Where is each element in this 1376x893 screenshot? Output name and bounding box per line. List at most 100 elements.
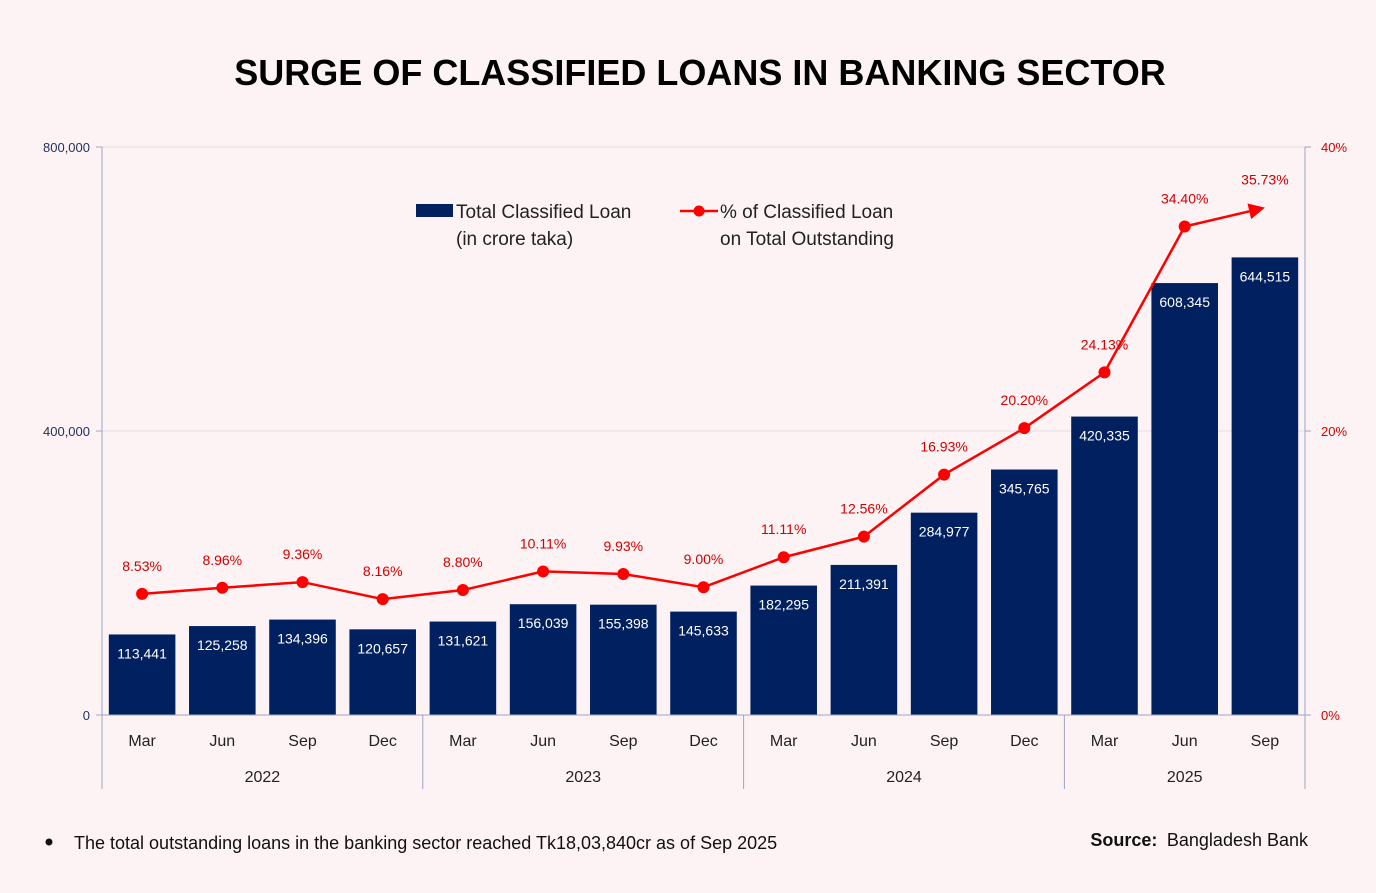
y-right-tick-label-2: 40% (1321, 140, 1347, 155)
x-group-label-0: 2022 (245, 769, 281, 786)
bar-14 (1231, 257, 1299, 715)
pct-value-label-1: 8.96% (202, 552, 242, 568)
pct-point-4 (456, 584, 469, 597)
bar-8 (750, 585, 817, 715)
pct-point-7 (697, 581, 710, 594)
source-label: Source: (1090, 830, 1157, 850)
pct-point-12 (1098, 366, 1111, 379)
bar-9 (830, 564, 898, 715)
source-line: Source: Bangladesh Bank (1090, 830, 1309, 850)
bar-value-label-2: 134,396 (277, 631, 328, 647)
bar-value-label-13: 608,345 (1159, 294, 1210, 310)
pct-point-0 (136, 587, 149, 600)
x-category-label-13: Jun (1172, 733, 1198, 750)
bar-value-label-6: 155,398 (598, 616, 649, 632)
bar-value-label-0: 113,441 (117, 645, 167, 661)
x-category-label-4: Mar (449, 733, 477, 750)
pct-arrowhead (1247, 203, 1265, 220)
x-category-label-8: Mar (770, 733, 798, 750)
source-text: Bangladesh Bank (1167, 830, 1309, 850)
y-left-tick-label-1: 400,000 (43, 424, 90, 439)
bar-7 (670, 611, 737, 715)
x-category-label-0: Mar (128, 733, 156, 750)
footnote-text: The total outstanding loans in the banki… (74, 833, 777, 853)
x-category-label-6: Sep (609, 733, 638, 750)
bar-2 (269, 619, 336, 715)
pct-point-10 (938, 468, 951, 481)
bar-0 (108, 634, 176, 715)
pct-point-13 (1178, 220, 1191, 233)
x-category-label-10: Sep (930, 733, 959, 750)
x-category-label-7: Dec (689, 733, 717, 750)
axis-layer: 0 400,000 800,000 0% 20% 40% Mar Jun Sep Dec Mar Ju… (43, 140, 1347, 789)
bar-value-label-7: 145,633 (678, 623, 729, 639)
bars-layer: 113,441 125,258 134,396 120,657 131,621 156,0… (108, 257, 1299, 715)
legend-bar-label-line1: Total Classified Loan (456, 202, 631, 223)
x-category-label-1: Jun (209, 733, 235, 750)
bar-5 (509, 604, 577, 715)
pct-line-final-segment (1184, 210, 1250, 228)
bar-6 (590, 604, 657, 715)
bar-13 (1151, 283, 1218, 715)
legend-line-label-line1: % of Classified Loan (720, 202, 893, 223)
pct-value-label-11: 20.20% (1001, 392, 1048, 408)
pct-point-11 (1018, 422, 1031, 435)
bar-value-label-8: 182,295 (758, 597, 809, 613)
pct-point-5 (537, 565, 550, 578)
bar-value-label-5: 156,039 (518, 615, 569, 631)
bar-value-label-1: 125,258 (197, 637, 248, 653)
y-left-tick-label-2: 800,000 (43, 140, 90, 155)
line-layer: 8.53% 8.96% 9.36% 8.16% 8.80% 10.11% 9.93% 9.00… (122, 172, 1289, 606)
pct-point-6 (617, 567, 630, 580)
pct-value-label-3: 8.16% (363, 563, 403, 579)
bar-4 (429, 621, 497, 715)
bar-10 (910, 512, 978, 715)
pct-value-label-5: 10.11% (520, 535, 566, 551)
footer: The total outstanding loans in the banki… (45, 830, 1309, 853)
pct-value-label-10: 16.93% (920, 439, 967, 455)
pct-value-label-12: 24.13% (1081, 336, 1128, 352)
pct-value-label-13: 34.40% (1161, 191, 1208, 207)
pct-point-1 (216, 581, 229, 594)
bar-3 (349, 629, 416, 715)
legend: Total Classified Loan (in crore taka) % … (416, 202, 894, 250)
pct-value-label-7: 9.00% (684, 551, 724, 567)
x-category-label-11: Dec (1010, 733, 1038, 750)
bar-11 (991, 469, 1058, 715)
bar-value-label-3: 120,657 (357, 640, 408, 656)
y-left-tick-label-0: 0 (83, 708, 90, 723)
legend-line-label-line2: on Total Outstanding (720, 229, 894, 250)
pct-point-9 (857, 530, 870, 543)
bar-value-label-10: 284,977 (919, 524, 970, 540)
x-group-label-3: 2025 (1167, 769, 1203, 786)
pct-value-label-0: 8.53% (122, 558, 162, 574)
bar-value-label-14: 644,515 (1240, 268, 1291, 284)
y-right-tick-label-0: 0% (1321, 708, 1340, 723)
pct-point-8 (777, 551, 790, 564)
pct-value-label-14: 35.73% (1241, 172, 1288, 188)
legend-line-marker (693, 205, 705, 217)
bar-value-label-11: 345,765 (999, 481, 1050, 497)
x-group-label-1: 2023 (565, 769, 601, 786)
chart-title: SURGE OF CLASSIFIED LOANS IN BANKING SEC… (234, 52, 1165, 93)
pct-value-label-6: 9.93% (603, 538, 643, 554)
bar-1 (189, 626, 256, 715)
y-right-tick-label-1: 20% (1321, 424, 1347, 439)
pct-line (142, 225, 1186, 601)
x-category-label-14: Sep (1251, 733, 1280, 750)
pct-point-3 (376, 593, 389, 606)
x-category-label-5: Jun (530, 733, 556, 750)
legend-bar-swatch (416, 204, 453, 217)
x-category-label-3: Dec (368, 733, 396, 750)
bar-value-label-12: 420,335 (1079, 428, 1130, 444)
pct-point-2 (296, 576, 309, 589)
x-group-label-2: 2024 (886, 769, 922, 786)
footnote-bullet (45, 838, 53, 846)
pct-value-label-4: 8.80% (443, 554, 483, 570)
pct-value-label-9: 12.56% (840, 501, 887, 517)
x-category-label-2: Sep (288, 733, 317, 750)
x-category-label-12: Mar (1091, 733, 1119, 750)
grid-layer (102, 146, 1305, 432)
